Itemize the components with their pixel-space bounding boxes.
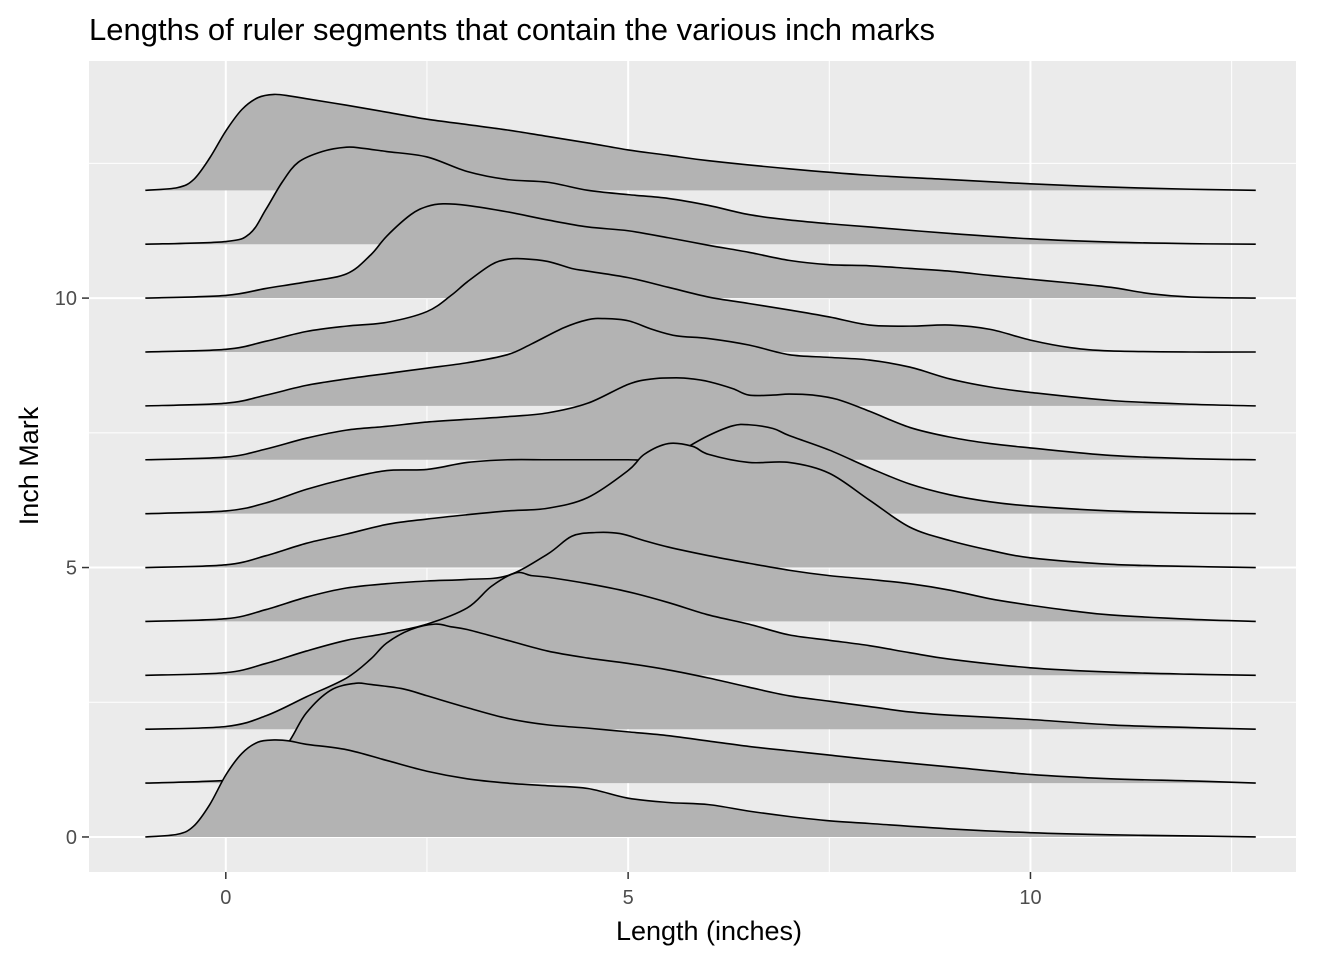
ridge-area <box>145 532 1256 622</box>
x-tick-label: 10 <box>1019 887 1041 909</box>
ridge-line <box>145 442 1256 569</box>
ridge-line <box>145 93 1256 192</box>
axes: 0 5 10 0 5 10 <box>55 288 1042 909</box>
y-axis-label: Inch Mark <box>14 406 44 525</box>
ridge-8 <box>145 317 1256 407</box>
ridge-5 <box>145 442 1256 569</box>
ridge-line <box>145 257 1256 353</box>
y-tick-label: 10 <box>55 288 77 310</box>
ridge-line <box>145 531 1256 623</box>
ridge-area <box>145 258 1256 353</box>
ridge-line <box>145 682 1256 784</box>
y-tick-label: 5 <box>66 558 77 580</box>
ridge-line <box>145 423 1256 515</box>
ridge-0 <box>145 739 1256 838</box>
ridge-line <box>145 146 1256 246</box>
ridge-line <box>145 317 1256 407</box>
ridge-7 <box>145 377 1256 461</box>
ridge-1 <box>145 682 1256 784</box>
ridge-line <box>145 623 1256 730</box>
y-tick-label: 0 <box>66 827 77 849</box>
ridge-line <box>145 739 1256 838</box>
ridge-area <box>145 443 1256 568</box>
ridge-9 <box>145 257 1256 353</box>
chart-title: Lengths of ruler segments that contain t… <box>89 12 935 47</box>
ridge-area <box>145 377 1256 460</box>
ridge-area <box>145 318 1256 406</box>
ridges <box>145 93 1256 838</box>
ridge-line <box>145 377 1256 461</box>
ridge-area <box>145 739 1256 837</box>
ridge-10 <box>145 202 1256 299</box>
ridge-line <box>145 571 1256 677</box>
ridge-4 <box>145 531 1256 623</box>
ridge-line <box>145 202 1256 299</box>
x-tick-label: 0 <box>220 887 231 909</box>
x-axis-label: Length (inches) <box>616 916 802 946</box>
x-tick-label: 5 <box>623 887 634 909</box>
ridge-area <box>145 683 1256 784</box>
